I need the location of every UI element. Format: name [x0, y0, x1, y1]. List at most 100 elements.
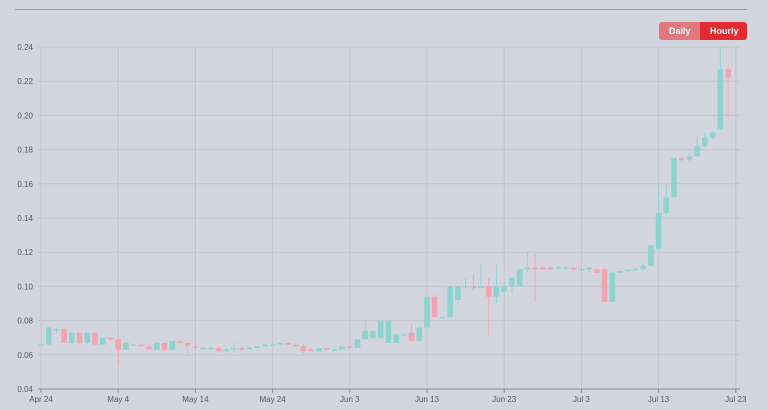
x-tick-label: May 4	[107, 395, 129, 404]
candle-body	[92, 332, 98, 345]
candle-body	[69, 332, 75, 343]
candle-body	[686, 156, 693, 160]
y-axis: 0.04 0.06 0.08 0.10 0.12 0.14 0.16 0.18 0.20 0.22…	[17, 43, 33, 394]
candle-body	[246, 347, 253, 350]
x-tick-label: Jun 3	[340, 395, 360, 404]
candle-body	[215, 347, 222, 352]
range-toggle: Daily Hourly	[659, 22, 747, 40]
candle-body	[154, 342, 160, 350]
candle-body	[377, 320, 384, 338]
candle-body	[269, 344, 276, 346]
candle-body	[447, 286, 453, 318]
candle-body	[169, 341, 176, 350]
candle-body	[370, 330, 376, 338]
candle-body	[146, 346, 152, 350]
candle-body	[678, 158, 685, 160]
candle-body	[323, 347, 330, 350]
daily-button[interactable]: Daily	[659, 22, 700, 40]
top-divider	[15, 9, 747, 10]
candle-body	[671, 158, 677, 198]
candle-body	[393, 334, 399, 343]
candle-body	[138, 344, 145, 347]
candle-body	[99, 337, 106, 345]
candle-body	[601, 269, 608, 302]
candle-body	[501, 286, 507, 292]
candle-body	[586, 267, 592, 270]
y-tick-label: 0.12	[17, 248, 33, 257]
candle-body	[192, 346, 199, 348]
candle-body	[362, 330, 369, 340]
candle-body	[223, 349, 230, 352]
candle-body	[331, 349, 338, 351]
x-tick-label: Jun 13	[415, 395, 440, 404]
x-tick-label: May 24	[259, 395, 286, 404]
candle-body	[640, 265, 646, 270]
candle-body	[524, 267, 531, 270]
candle-body	[61, 329, 67, 343]
candle-body	[53, 329, 60, 331]
y-tick-label: 0.18	[17, 146, 33, 155]
candle-body	[470, 286, 477, 289]
candle-body	[200, 347, 206, 350]
candle-body	[339, 346, 345, 350]
candle-body	[478, 286, 484, 289]
candle-body	[648, 245, 654, 266]
candle-body	[455, 286, 461, 301]
y-tick-label: 0.20	[17, 111, 33, 120]
y-tick-label: 0.04	[17, 385, 33, 394]
candle-body	[354, 339, 361, 348]
candle-body	[300, 346, 307, 352]
candle-body	[292, 344, 299, 347]
candle-body	[694, 146, 700, 157]
x-axis: Apr 24 May 4 May 14 May 24 Jun 3 Jun 13 Jun 23…	[29, 388, 747, 404]
y-tick-label: 0.14	[17, 214, 33, 223]
candle-body	[563, 267, 569, 269]
candle-body	[231, 347, 237, 350]
candle-body	[540, 267, 546, 270]
candle-body	[238, 347, 245, 350]
candle-body	[38, 344, 44, 346]
y-tick-label: 0.22	[17, 77, 33, 86]
candle-body	[609, 272, 616, 302]
candles	[38, 47, 731, 366]
candle-body	[532, 267, 538, 270]
candle-body	[177, 341, 183, 343]
candle-body	[555, 267, 562, 269]
candle-body	[424, 296, 430, 328]
candle-body	[107, 337, 114, 340]
candle-body	[594, 269, 600, 273]
x-tick-label: Jul 13	[648, 395, 670, 404]
candle-body	[308, 349, 314, 352]
candle-body	[717, 69, 724, 130]
candle-body	[485, 286, 492, 297]
candle-body	[277, 342, 284, 345]
candle-body	[285, 342, 291, 345]
candle-body	[570, 267, 577, 270]
candle-body	[45, 327, 52, 345]
candle-body	[254, 346, 260, 348]
candle-body	[76, 332, 83, 343]
candle-body	[725, 69, 731, 78]
candle-body	[347, 346, 353, 348]
candle-body	[439, 317, 446, 319]
x-tick-label: May 14	[182, 395, 209, 404]
candle-body	[547, 267, 554, 270]
hourly-button[interactable]: Hourly	[700, 22, 747, 40]
candle-body	[208, 347, 214, 350]
candle-body	[115, 339, 121, 350]
candle-body	[709, 132, 716, 138]
x-tick-label: Jul 23	[725, 395, 747, 404]
candle-body	[493, 286, 500, 297]
y-tick-label: 0.24	[17, 43, 33, 52]
candle-body	[408, 332, 415, 342]
candle-body	[663, 197, 670, 213]
candle-body	[184, 342, 191, 347]
y-tick-label: 0.10	[17, 282, 33, 291]
candle-body	[316, 347, 322, 352]
candle-body	[431, 296, 438, 318]
x-tick-label: Apr 24	[29, 395, 53, 404]
y-tick-label: 0.08	[17, 317, 33, 326]
y-tick-label: 0.06	[17, 351, 33, 360]
candle-body	[401, 334, 407, 336]
